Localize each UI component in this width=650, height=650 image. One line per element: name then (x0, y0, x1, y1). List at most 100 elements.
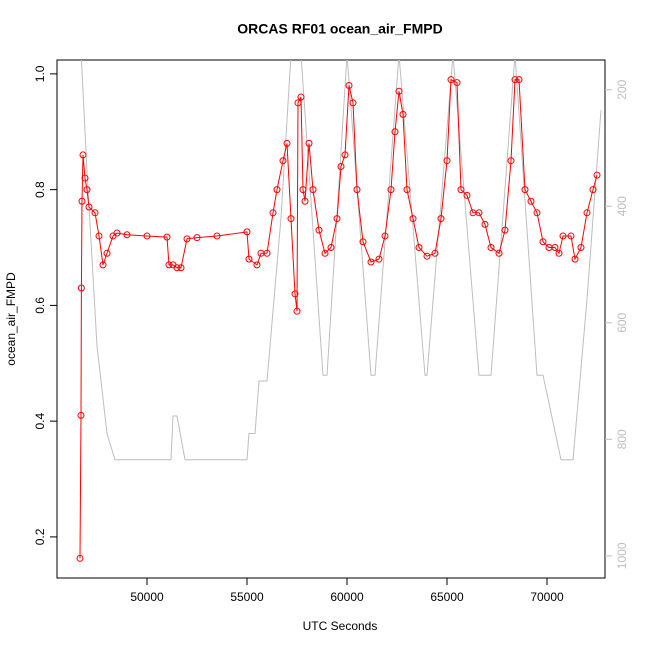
data-point (391, 128, 399, 136)
data-point (559, 232, 567, 240)
data-point (78, 197, 86, 205)
data-point (287, 215, 295, 223)
data-point (551, 244, 559, 252)
data-point (291, 290, 299, 298)
data-point (345, 81, 353, 89)
data-point (583, 209, 591, 217)
data-point (95, 232, 103, 240)
data-point (399, 110, 407, 118)
data-point (349, 99, 357, 107)
data-point (269, 209, 277, 217)
data-point (123, 231, 131, 239)
data-point (297, 93, 305, 101)
x-tick-label: 50000 (130, 590, 164, 604)
data-point (367, 258, 375, 266)
data-point (173, 264, 181, 272)
plot-area (76, 60, 602, 562)
data-point (213, 232, 221, 240)
data-point (76, 554, 84, 562)
data-point (395, 87, 403, 95)
y-tick-label: 1.0 (33, 65, 47, 82)
data-point (283, 139, 291, 147)
data-point (279, 157, 287, 165)
data-point (103, 249, 111, 257)
data-point (273, 186, 281, 194)
data-point (375, 255, 383, 263)
data-point (539, 238, 547, 246)
data-point (487, 244, 495, 252)
data-point (387, 186, 395, 194)
x-tick-label: 65000 (430, 590, 464, 604)
data-point (431, 249, 439, 257)
data-point (79, 151, 87, 159)
plot-box (56, 59, 606, 579)
data-point (495, 249, 503, 257)
series-line (80, 60, 602, 461)
data-point (143, 232, 151, 240)
data-point (253, 261, 261, 269)
data-point (501, 226, 509, 234)
y2-tick-label: 600 (615, 312, 629, 332)
x-tick-label: 70000 (530, 590, 564, 604)
data-point (193, 234, 201, 242)
series-line (79, 78, 598, 559)
y-tick-label: 0.8 (33, 181, 47, 198)
data-point (113, 229, 121, 237)
data-point (475, 209, 483, 217)
data-point (99, 261, 107, 269)
data-point (333, 215, 341, 223)
data-point (321, 249, 329, 257)
data-point (359, 238, 367, 246)
chart-title: ORCAS RF01 ocean_air_FMPD (237, 21, 442, 37)
data-point (294, 99, 302, 107)
data-point (571, 255, 579, 263)
data-point (527, 197, 535, 205)
data-point (567, 232, 575, 240)
data-point (263, 249, 271, 257)
data-point (77, 411, 85, 419)
data-point (555, 249, 563, 257)
data-point (327, 244, 335, 252)
data-point (593, 171, 601, 179)
x-tick-label: 60000 (330, 590, 364, 604)
data-point (353, 186, 361, 194)
data-point (91, 209, 99, 217)
data-point (165, 261, 173, 269)
data-point (81, 174, 89, 182)
data-point (381, 232, 389, 240)
data-point (507, 157, 515, 165)
y2-tick-label: 400 (615, 196, 629, 216)
data-point (403, 186, 411, 194)
data-point (305, 139, 313, 147)
y2-tick-label: 200 (615, 79, 629, 99)
data-point (481, 220, 489, 228)
data-point (515, 76, 523, 84)
data-point (83, 186, 91, 194)
data-point (447, 76, 455, 84)
data-point (453, 79, 461, 87)
data-point (77, 284, 85, 292)
data-point (443, 157, 451, 165)
y-tick-label: 0.4 (33, 412, 47, 429)
data-point (423, 252, 431, 260)
data-point (163, 233, 171, 241)
data-point (85, 203, 93, 211)
data-point (309, 186, 317, 194)
data-point (521, 186, 529, 194)
data-point (577, 244, 585, 252)
data-point (533, 209, 541, 217)
y2-tick-label: 1000 (615, 542, 629, 569)
data-point (415, 244, 423, 252)
data-point (337, 162, 345, 170)
x-tick-label: 55000 (230, 590, 264, 604)
data-point (293, 307, 301, 315)
data-point (183, 235, 191, 243)
data-point (301, 197, 309, 205)
x-axis-label: UTC Seconds (303, 619, 378, 633)
y-tick-label: 0.6 (33, 297, 47, 314)
y2-tick-label: 800 (615, 429, 629, 449)
data-point (437, 215, 445, 223)
data-point (589, 186, 597, 194)
